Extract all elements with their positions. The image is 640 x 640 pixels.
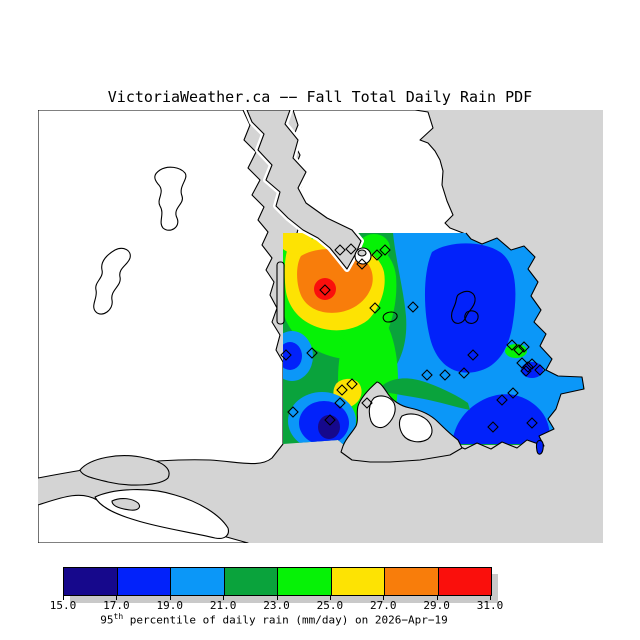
station-diamond-marker [306,347,318,359]
station-diamond-marker [534,364,546,376]
station-diamond-marker [334,397,346,409]
olympic-bay [111,498,141,511]
station-diamond-marker [506,339,518,351]
colorbar-tick [223,596,225,600]
colorbar-tick-label: 17.0 [103,599,130,612]
caption-superscript: th [113,612,124,621]
station-diamond-marker [513,344,525,356]
colorbar-tick-label: 23.0 [263,599,290,612]
page-title: VictoriaWeather.ca −− Fall Total Daily R… [107,88,533,106]
caption-text: percentile of daily rain (mm/day) on 202… [123,613,448,627]
sooke-basin [79,455,170,486]
colorbar-tick-label: 27.0 [370,599,397,612]
vancouver-island-landmass [38,110,284,479]
colorbar-tick-label: 25.0 [316,599,344,612]
station-diamond-marker [379,244,391,256]
colorbar-segment-6 [385,568,439,595]
colorbar-tick [63,596,64,600]
station-diamond-marker [287,406,299,418]
colorbar-tick [490,596,491,600]
colorbar-tick [116,596,118,600]
colorbar-tick-label: 21.0 [209,599,237,612]
lake-outline-south [93,247,131,315]
station-diamond-marker [487,421,499,433]
colorbar-tick [436,596,438,600]
lake-outline-north [154,166,187,231]
station-diamond-marker [439,369,451,381]
saanich-inlet [246,110,362,270]
station-diamond-marker [345,243,357,255]
station-diamond-marker [336,384,348,396]
colorbar [63,567,492,596]
station-diamond-marker [516,357,528,369]
colorbar-segment-3 [224,568,278,595]
station-diamond-marker [421,369,433,381]
station-diamond-marker [280,349,292,361]
colorbar-segment-0 [64,568,118,595]
station-diamond-marker [319,284,331,296]
colorbar-tick-label: 19.0 [156,599,184,612]
colorbar-tick [276,596,278,600]
station-diamond-marker [467,349,479,361]
colorbar-tick [329,596,331,600]
station-diamond-marker [496,394,508,406]
finlayson-arm [276,261,285,325]
station-diamond-marker [356,258,368,270]
bay-islet [357,249,367,257]
station-diamond-marker [507,387,519,399]
colorbar-segment-7 [438,568,491,595]
station-diamond-marker [458,367,470,379]
colorbar-caption: 95th percentile of daily rain (mm/day) o… [0,612,548,627]
station-diamond-marker [526,358,538,370]
station-diamond-marker [371,249,383,261]
victoria-land [398,413,433,443]
colorbar-segment-2 [171,568,225,595]
station-diamond-marker [526,417,538,429]
station-diamond-marker [346,378,358,390]
station-diamond-marker [407,301,419,313]
colorbar-tick-label: 15.0 [49,599,77,612]
colorbar-tick [383,596,385,600]
rain-contour-field [283,233,584,449]
weather-map [38,110,603,543]
station-diamond-marker [361,397,373,409]
colorbar-segment-5 [331,568,385,595]
station-diamond-marker [324,414,336,426]
trial-island [535,439,544,455]
small-island-outline [382,311,398,323]
colorbar-tick-label: 29.0 [423,599,450,612]
esquimalt-land [368,395,396,429]
station-diamond-marker [520,365,532,377]
station-diamond-marker [369,302,381,314]
colorbar-tick-label: 31.0 [476,599,504,612]
station-diamond-marker [334,244,346,256]
caption-value: 95 [100,613,114,627]
elk-lake-outline [451,290,476,324]
station-diamond-marker [522,361,534,373]
station-diamond-marker [518,341,530,353]
colorbar-segment-1 [117,568,171,595]
colorbar-tick [169,596,171,600]
station-markers [280,243,546,433]
beaver-lake-outline [464,310,479,324]
colorbar-segment-4 [278,568,332,595]
